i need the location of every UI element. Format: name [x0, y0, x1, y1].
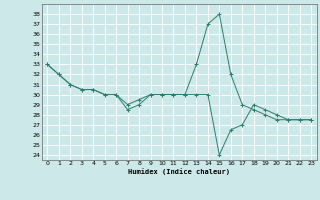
X-axis label: Humidex (Indice chaleur): Humidex (Indice chaleur) [128, 168, 230, 175]
